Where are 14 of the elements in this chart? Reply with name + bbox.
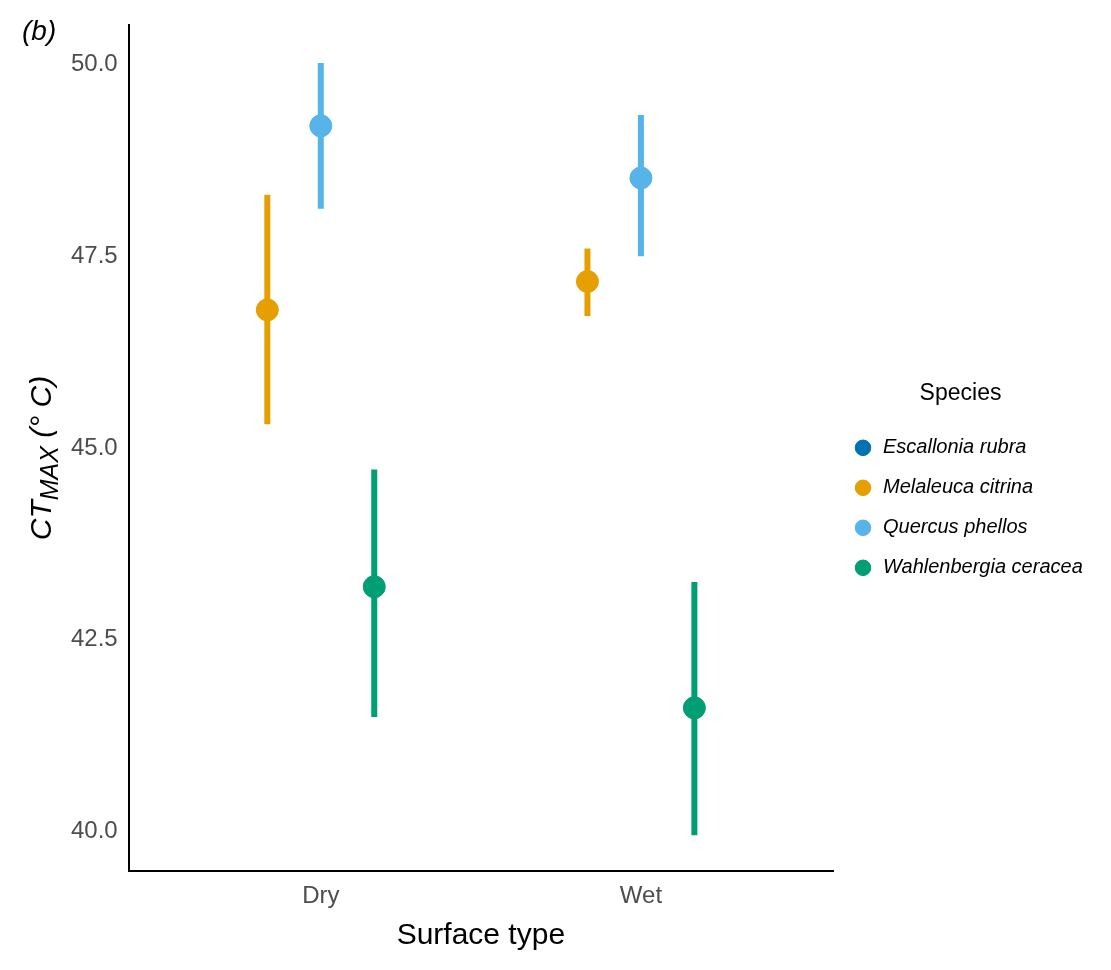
y-tick-label: 45.0 <box>70 432 118 460</box>
legend-label: Melaleuca citrina <box>883 475 1034 498</box>
legend-label: Escallonia rubra <box>883 435 1027 458</box>
x-tick-label: Dry <box>302 881 340 909</box>
legend-label: Wahlenbergia ceracea <box>883 555 1083 578</box>
y-tick-label: 42.5 <box>70 624 118 652</box>
y-tick-label: 47.5 <box>70 240 118 268</box>
x-axis-title: Surface type <box>396 917 566 951</box>
legend-title: Species <box>919 379 1002 406</box>
y-tick-label: 50.0 <box>70 49 118 77</box>
x-tick-label: Wet <box>619 881 663 909</box>
legend-label: Quercus phellos <box>883 515 1028 538</box>
y-tick-label: 40.0 <box>70 815 118 843</box>
text: (b) <box>22 14 57 46</box>
